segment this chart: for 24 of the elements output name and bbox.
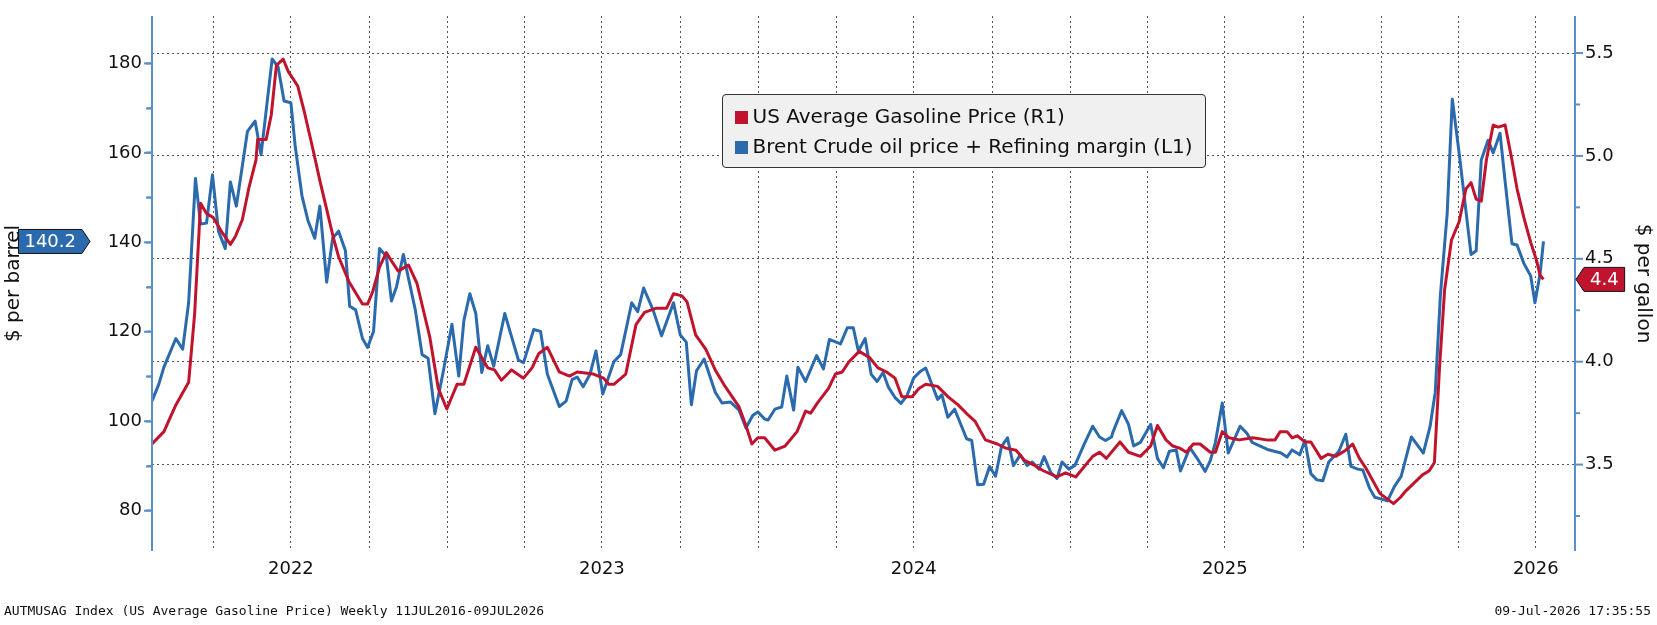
- y-tick-label: 120: [107, 319, 142, 341]
- y-axis-title: $ per barrel: [0, 224, 25, 343]
- y2-tick-label: 4.0: [1585, 349, 1614, 371]
- x-tick-label: 2024: [890, 557, 937, 579]
- y-tick-label: 160: [107, 140, 142, 162]
- y2-axis-title: $ per gallon: [1632, 223, 1657, 344]
- y2-tick-label: 5.5: [1585, 40, 1614, 62]
- text: AUTMUSAG Index (US Average Gasoline Price) Weekly 11JUL2016-09JUL2026: [4, 603, 545, 618]
- text: 4.4: [1589, 268, 1619, 290]
- x-tick-label: 2023: [579, 557, 625, 579]
- y2-tick-label: 5.0: [1585, 143, 1614, 165]
- x-tick-label: 2022: [267, 557, 314, 579]
- text: 140.2: [24, 230, 76, 252]
- y-tick-label: 180: [107, 51, 142, 73]
- legend-label: Brent Crude oil price + Refining margin (L1): [751, 133, 1193, 160]
- x-tick-label: 2025: [1201, 557, 1248, 579]
- y2-tick-label: 4.5: [1585, 246, 1614, 268]
- text: 09-Jul-2026 17:35:55: [1494, 603, 1651, 618]
- y-tick-label: 80: [119, 498, 142, 520]
- legend-label: US Average Gasoline Price (R1): [751, 103, 1066, 130]
- y-tick-label: 140: [107, 230, 142, 252]
- x-tick-label: 2026: [1512, 557, 1559, 579]
- y2-tick-label: 3.5: [1585, 452, 1614, 474]
- y-tick-label: 100: [107, 408, 142, 430]
